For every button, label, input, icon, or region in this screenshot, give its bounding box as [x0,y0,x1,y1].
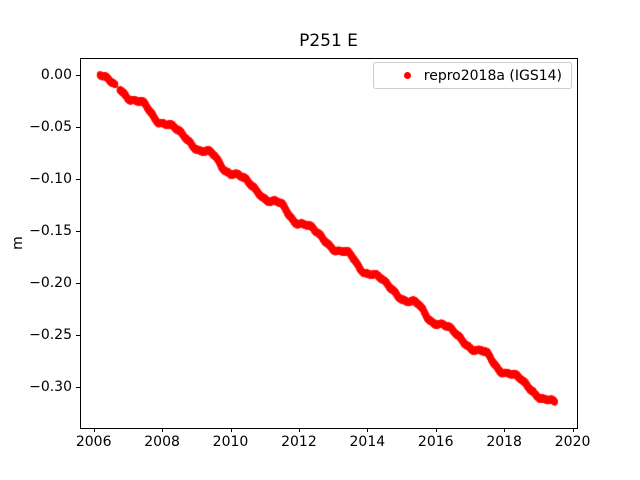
plot-area [80,58,578,429]
chart-title: P251 E [299,31,358,51]
x-tick-mark [298,428,300,432]
x-tick-label: 2016 [417,434,454,450]
y-tick-label: −0.25 [29,327,72,344]
legend: repro2018a (IGS14) [372,62,572,89]
plot-canvas [81,59,577,428]
x-tick-mark [93,428,95,432]
x-tick-label: 2018 [486,434,522,450]
x-tick-label: 2010 [212,434,249,450]
x-tick-mark [572,428,574,432]
y-tick-mark [76,178,80,180]
y-tick-label: −0.10 [29,170,72,187]
x-tick-mark [162,428,164,432]
x-tick-mark [367,428,369,432]
x-tick-label: 2006 [75,434,112,450]
y-tick-mark [76,387,80,389]
y-tick-label: 0.00 [40,66,72,83]
legend-marker-dot [403,72,411,79]
x-tick-label: 2008 [144,434,180,450]
x-tick-label: 2012 [281,434,317,450]
y-tick-label: −0.15 [29,223,72,240]
x-tick-mark [435,428,437,432]
x-tick-mark [230,428,232,432]
y-tick-mark [76,74,80,76]
x-tick-mark [504,428,506,432]
y-tick-mark [76,231,80,233]
y-tick-label: −0.05 [29,118,72,135]
y-tick-mark [76,283,80,285]
y-tick-mark [76,335,80,337]
x-tick-label: 2020 [554,434,591,450]
y-tick-label: −0.20 [29,275,72,292]
y-tick-mark [76,126,80,128]
y-tick-label: −0.30 [29,379,72,396]
legend-entry-label: repro2018a (IGS14) [423,67,562,84]
x-tick-label: 2014 [349,434,386,450]
